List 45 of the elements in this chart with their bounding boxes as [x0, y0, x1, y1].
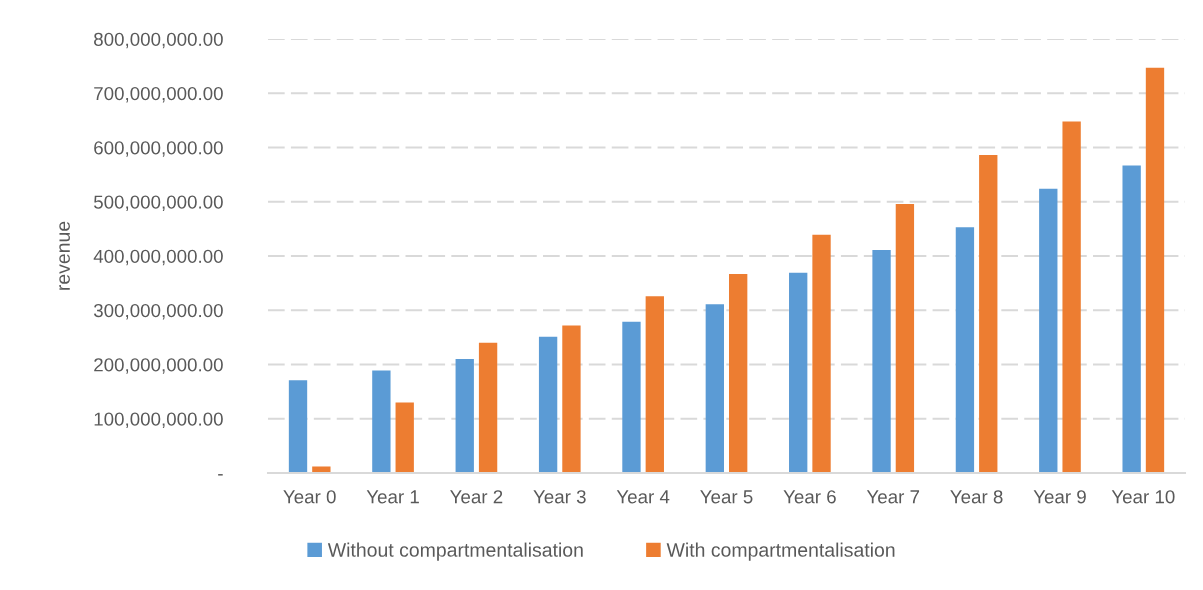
- bar: [395, 402, 414, 473]
- legend-label: With compartmentalisation: [666, 542, 895, 561]
- bar: [455, 359, 474, 473]
- bar: [478, 342, 498, 473]
- bar: [955, 227, 975, 473]
- bar: [979, 155, 998, 473]
- legend-label: Without compartmentalisation: [327, 542, 583, 561]
- bar: [789, 272, 808, 473]
- x-tick-label: Year 6: [783, 490, 836, 504]
- y-tick-label: 500,000,000.00: [93, 195, 223, 211]
- y-tick-label: 400,000,000.00: [93, 249, 223, 266]
- x-tick-label: Year 0: [283, 490, 336, 504]
- bar: [1145, 67, 1165, 473]
- x-tick-label: Year 4: [616, 490, 670, 504]
- bar: [1122, 165, 1141, 473]
- bar: [1062, 121, 1081, 473]
- bar: [372, 370, 391, 473]
- y-tick-label: -: [218, 474, 223, 476]
- bar: [812, 234, 831, 473]
- y-tick-label: 800,000,000.00: [94, 32, 223, 49]
- y-tick-label: 600,000,000.00: [94, 141, 223, 157]
- y-tick-label: 200,000,000.00: [94, 358, 223, 374]
- bar: [645, 296, 664, 473]
- x-tick-label: Year 5: [700, 490, 753, 504]
- y-tick-label: 300,000,000.00: [93, 303, 223, 320]
- bar: [872, 250, 891, 473]
- bar: [622, 321, 641, 473]
- y-tick-label: 100,000,000.00: [94, 412, 223, 428]
- bar: [312, 466, 331, 473]
- x-tick-label: Year 8: [950, 490, 1003, 504]
- bar: [538, 336, 558, 473]
- x-tick-label: Year 1: [366, 490, 419, 504]
- x-tick-label: Year 7: [866, 490, 920, 504]
- bar: [705, 304, 724, 473]
- bar: [1039, 188, 1058, 473]
- bar: [288, 380, 308, 473]
- y-axis-title: revenue: [59, 221, 70, 290]
- bar: [729, 273, 748, 473]
- x-tick-label: Year 3: [533, 490, 586, 504]
- x-tick-label: Year 10: [1111, 490, 1175, 504]
- x-tick-label: Year 2: [450, 490, 503, 504]
- bar: [562, 325, 581, 473]
- x-tick-label: Year 9: [1033, 490, 1086, 504]
- y-tick-label: 700,000,000.00: [94, 86, 223, 103]
- bar: [895, 203, 915, 473]
